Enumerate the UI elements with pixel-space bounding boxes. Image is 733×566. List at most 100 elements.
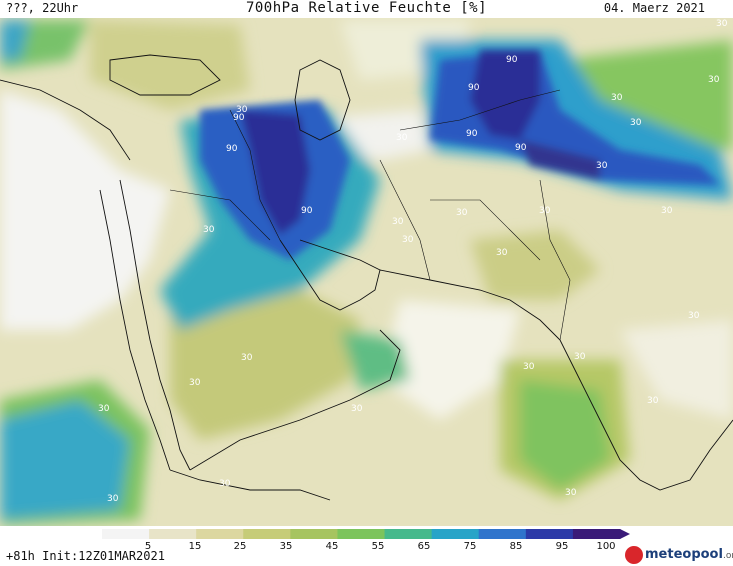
contour-label-30: 30 (392, 217, 404, 227)
logo-name: meteopool (645, 547, 723, 562)
max-core-zagros (240, 110, 310, 235)
colorbar-segment (149, 529, 197, 539)
contour-label-30: 30 (630, 118, 642, 128)
contour-label-30: 30 (189, 378, 201, 388)
map-footer: 5 15 25 35 45 55 65 75 85 95 100 +81h In… (0, 526, 733, 566)
coast-mediterranean (0, 79, 131, 161)
colorbar-labels: 5 15 25 35 45 55 65 75 85 95 100 (0, 541, 733, 555)
colorbar-label: 85 (509, 541, 523, 552)
colorbar-arrow (620, 529, 630, 539)
border-saudi-iraq (169, 189, 271, 241)
coast-red-sea-east (119, 179, 191, 471)
border-iran-afghanistan (379, 159, 431, 281)
colorbar-label: 100 (596, 541, 616, 552)
colorbar-segment (431, 529, 480, 539)
coast-makran (379, 269, 561, 341)
border-pakistan-india (539, 179, 571, 341)
contour-label-30: 30 (611, 93, 623, 103)
contour-label-90: 90 (233, 113, 245, 123)
max-core-afghanistan (470, 50, 540, 140)
coast-india (559, 339, 733, 491)
contour-label-30: 30 (523, 362, 535, 372)
contour-label-30: 30 (107, 494, 119, 504)
contour-label-30: 30 (396, 133, 408, 143)
contour-label-30: 30 (647, 396, 659, 406)
contour-label-30: 30 (456, 208, 468, 218)
border-central-asia (399, 89, 561, 131)
colorbar-label: 5 (144, 541, 152, 552)
contour-label-90: 90 (515, 143, 527, 153)
coast-persian-gulf (279, 239, 381, 311)
contour-label-30: 30 (708, 75, 720, 85)
contour-label-30: 30 (203, 225, 215, 235)
meteopool-logo-text: meteopool.org (645, 547, 733, 562)
colorbar-label: 65 (417, 541, 431, 552)
contour-label-30: 30 (716, 19, 728, 29)
contour-label-90: 90 (466, 129, 478, 139)
valid-date-label: 04. Maerz 2021 (603, 1, 705, 15)
colorbar-segment (196, 529, 244, 539)
logo-suffix: .org (722, 551, 733, 561)
contour-label-30: 30 (688, 311, 700, 321)
colorbar-label: 15 (188, 541, 202, 552)
colorbar-segment (525, 529, 574, 539)
colorbar-segment (337, 529, 386, 539)
humidity-map: 90 90 90 90 90 90 90 30 30 30 30 30 30 3… (0, 18, 733, 526)
colorbar-segment (572, 529, 621, 539)
dry-region-africa (0, 90, 170, 330)
coastlines (0, 54, 733, 501)
olive-region-india-north (470, 230, 600, 300)
map-title: 700hPa Relative Feuchte [%] (245, 0, 488, 16)
contour-label-30: 30 (496, 248, 508, 258)
contour-label-30: 30 (574, 352, 586, 362)
meteopool-logo[interactable]: meteopool.org (625, 545, 733, 565)
colorbar-segment (384, 529, 433, 539)
colorbar-label: 25 (233, 541, 247, 552)
border-iran-iraq (229, 109, 281, 241)
humidity-fields (0, 20, 733, 526)
meteopool-logo-icon (625, 546, 643, 564)
contour-label-30: 30 (402, 235, 414, 245)
coast-caspian (294, 59, 351, 141)
teal-region-horn (0, 400, 130, 520)
colorbar-label: 45 (325, 541, 339, 552)
green-region-india (520, 380, 610, 490)
valid-time-label: ???, 22Uhr (6, 1, 79, 15)
colorbar-segment (102, 529, 150, 539)
colorbar (102, 529, 630, 539)
contour-labels: 90 90 90 90 90 90 90 30 30 30 30 30 30 3… (98, 19, 728, 504)
contour-label-30: 30 (661, 206, 673, 216)
contour-label-30: 30 (539, 206, 551, 216)
dry-region-arabian-sea (380, 300, 520, 420)
contour-label-30: 30 (596, 161, 608, 171)
coast-horn (169, 469, 331, 501)
coast-black-sea (109, 54, 221, 96)
olive-region-europe (90, 20, 250, 110)
contour-label-90: 90 (468, 83, 480, 93)
contour-label-90: 90 (301, 206, 313, 216)
colorbar-segment (290, 529, 338, 539)
teal-region-corner (0, 20, 30, 60)
colorbar-segment (243, 529, 291, 539)
coast-arabia-south (189, 329, 401, 471)
contour-label-30: 30 (565, 488, 577, 498)
green-region-oman (340, 330, 410, 390)
contour-label-30: 30 (236, 105, 248, 115)
colorbar-label: 95 (555, 541, 569, 552)
colorbar-segment (478, 529, 527, 539)
colorbar-segments (102, 529, 621, 539)
contour-label-30: 30 (219, 479, 231, 489)
colorbar-label: 75 (463, 541, 477, 552)
contour-label-30: 30 (98, 404, 110, 414)
contour-label-30: 30 (241, 353, 253, 363)
olive-region-arabia (170, 280, 360, 440)
run-info: +81h Init:12Z01MAR2021 (6, 549, 165, 563)
colorbar-label: 55 (371, 541, 385, 552)
contour-label-90: 90 (506, 55, 518, 65)
contour-label-30: 30 (351, 404, 363, 414)
dry-region-bay (620, 320, 733, 420)
border-afghanistan-pakistan (430, 199, 541, 261)
colorbar-label: 35 (279, 541, 293, 552)
humidity-map-canvas: 90 90 90 90 90 90 90 30 30 30 30 30 30 3… (0, 18, 733, 526)
coast-red-sea-west (99, 189, 171, 471)
